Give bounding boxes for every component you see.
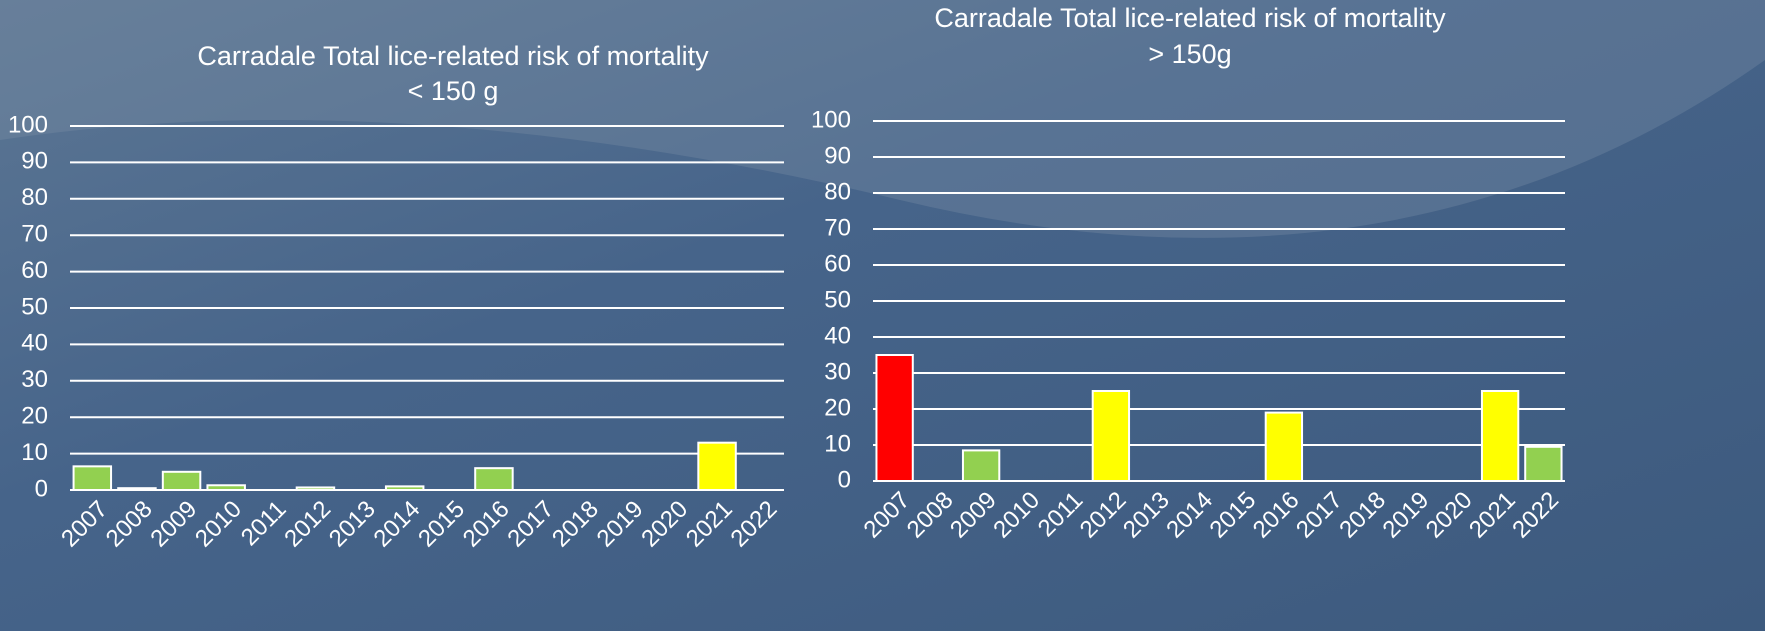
bar xyxy=(1266,413,1302,481)
y-tick-label: 20 xyxy=(21,403,48,430)
y-tick-label: 60 xyxy=(21,257,48,284)
y-tick-label: 10 xyxy=(824,430,851,457)
bar xyxy=(207,485,244,490)
y-tick-label: 80 xyxy=(824,178,851,205)
y-tick-label: 0 xyxy=(838,466,851,493)
chart-title: > 150g xyxy=(1148,39,1231,69)
bar xyxy=(876,355,912,481)
bar xyxy=(74,466,111,490)
y-tick-label: 100 xyxy=(8,111,48,138)
page: Carradale Total lice-related risk of mor… xyxy=(0,0,1765,631)
chart-title: Carradale Total lice-related risk of mor… xyxy=(197,41,709,71)
bar xyxy=(386,486,423,490)
y-tick-label: 0 xyxy=(35,475,48,502)
y-tick-label: 30 xyxy=(21,366,48,393)
y-tick-label: 70 xyxy=(21,221,48,248)
bar xyxy=(118,488,155,490)
y-tick-label: 70 xyxy=(824,214,851,241)
y-tick-label: 90 xyxy=(824,142,851,169)
y-tick-label: 10 xyxy=(21,439,48,466)
bar xyxy=(1525,447,1561,481)
bar xyxy=(698,443,735,490)
y-tick-label: 80 xyxy=(21,184,48,211)
bar xyxy=(475,468,512,490)
y-tick-label: 60 xyxy=(824,250,851,277)
y-tick-label: 50 xyxy=(21,293,48,320)
chart-title: Carradale Total lice-related risk of mor… xyxy=(934,3,1446,33)
chart-title: < 150 g xyxy=(408,76,499,106)
bar xyxy=(297,487,334,490)
y-tick-label: 40 xyxy=(21,330,48,357)
y-tick-label: 40 xyxy=(824,322,851,349)
y-tick-label: 90 xyxy=(21,148,48,175)
bar xyxy=(1093,391,1129,481)
y-tick-label: 50 xyxy=(824,286,851,313)
bar xyxy=(163,472,200,490)
y-tick-label: 100 xyxy=(811,106,851,133)
y-tick-label: 20 xyxy=(824,394,851,421)
bar xyxy=(963,450,999,481)
y-tick-label: 30 xyxy=(824,358,851,385)
bar xyxy=(1482,391,1518,481)
